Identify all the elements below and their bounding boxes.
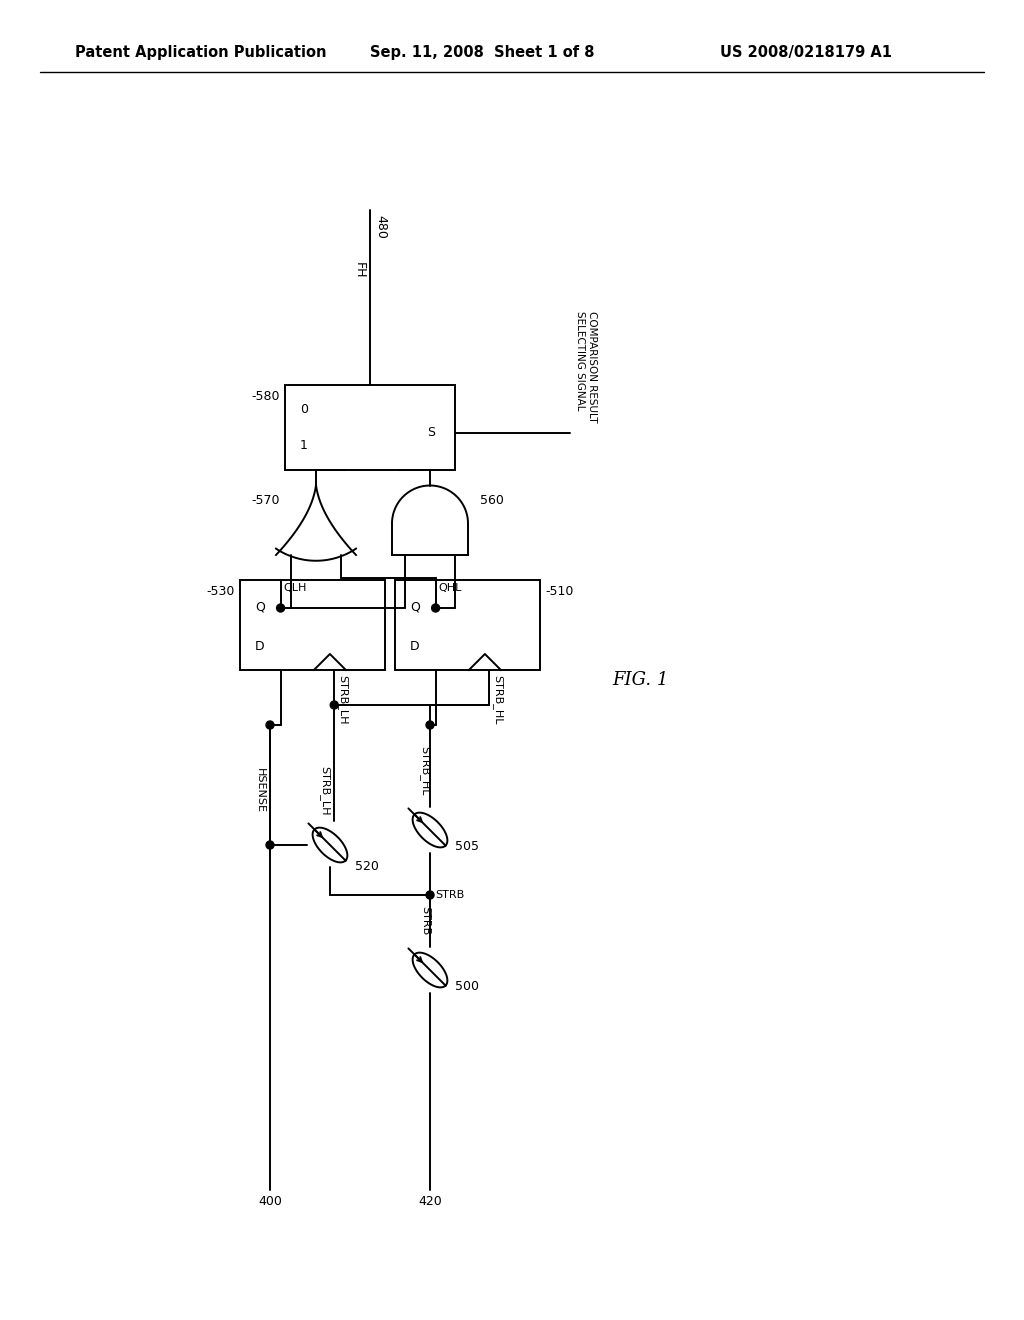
Text: STRB: STRB	[420, 906, 430, 935]
Text: 560: 560	[480, 494, 504, 507]
Text: D: D	[410, 640, 420, 653]
Text: Q: Q	[255, 601, 265, 612]
Circle shape	[426, 891, 434, 899]
Bar	[285, 385, 455, 470]
Circle shape	[266, 841, 274, 849]
Bar	[240, 579, 385, 671]
Text: US 2008/0218179 A1: US 2008/0218179 A1	[720, 45, 892, 59]
Text: -530: -530	[207, 585, 234, 598]
Text: FH: FH	[353, 261, 366, 279]
Circle shape	[431, 605, 439, 612]
Text: COMPARISON RESULT
SELECTING SIGNAL: COMPARISON RESULT SELECTING SIGNAL	[575, 312, 597, 422]
Text: 505: 505	[455, 840, 479, 853]
Text: STRB: STRB	[435, 890, 464, 900]
Text: D: D	[255, 640, 264, 653]
Text: STRB_HL: STRB_HL	[420, 746, 430, 795]
Text: 1: 1	[300, 440, 308, 451]
Text: QLH: QLH	[284, 583, 307, 593]
Text: S: S	[427, 426, 435, 440]
Text: 0: 0	[300, 403, 308, 416]
Text: HSENSE: HSENSE	[255, 767, 265, 813]
Text: FIG. 1: FIG. 1	[611, 671, 669, 689]
Circle shape	[266, 721, 274, 729]
Text: STRB_LH: STRB_LH	[319, 766, 331, 814]
Text: Patent Application Publication: Patent Application Publication	[75, 45, 327, 59]
Text: 480: 480	[374, 215, 387, 239]
Text: 420: 420	[418, 1195, 442, 1208]
Text: STRB_HL: STRB_HL	[493, 675, 503, 725]
Text: 500: 500	[455, 979, 479, 993]
Text: STRB_LH: STRB_LH	[337, 675, 348, 725]
Text: -580: -580	[252, 389, 280, 403]
Text: Sep. 11, 2008  Sheet 1 of 8: Sep. 11, 2008 Sheet 1 of 8	[370, 45, 595, 59]
Circle shape	[276, 605, 285, 612]
Text: 400: 400	[258, 1195, 282, 1208]
Text: QHL: QHL	[438, 583, 462, 593]
Text: 520: 520	[355, 861, 379, 873]
Bar	[395, 579, 540, 671]
Circle shape	[331, 701, 338, 709]
Text: -510: -510	[545, 585, 573, 598]
Text: Q: Q	[410, 601, 420, 612]
Circle shape	[426, 721, 434, 729]
Text: -570: -570	[251, 494, 280, 507]
